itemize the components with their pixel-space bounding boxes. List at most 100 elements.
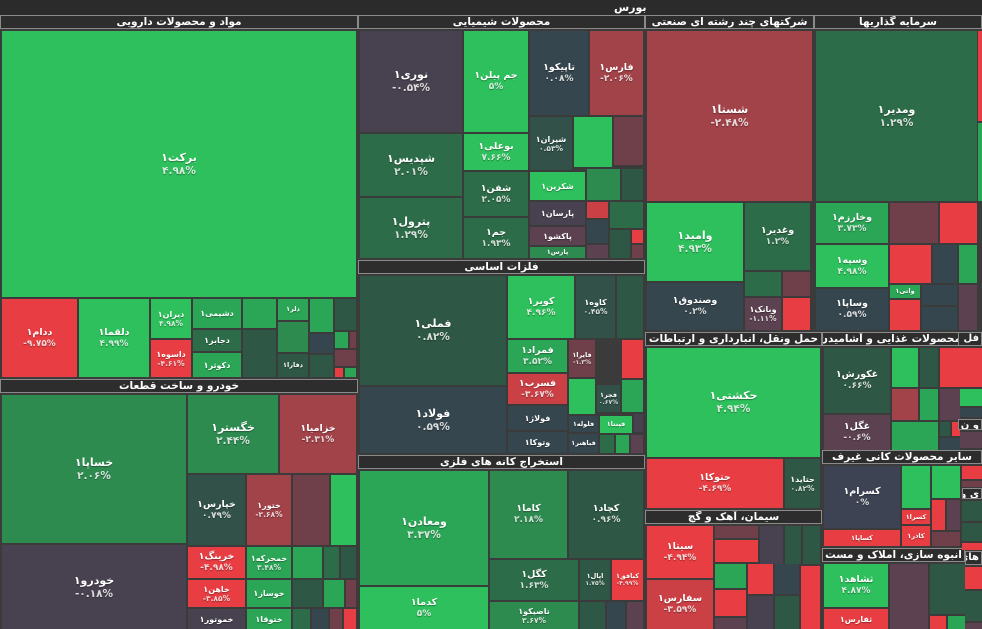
- stock-tile-تاصیکو۱[interactable]: تاصیکو۱ ۳.۶۷%: [490, 602, 578, 629]
- stock-tile[interactable]: [587, 202, 608, 218]
- stock-tile[interactable]: [243, 330, 276, 377]
- stock-tile-وساپا۱[interactable]: وساپا۱ ۰.۵۹%: [816, 289, 888, 330]
- stock-tile-ختوقا۱[interactable]: ختوقا۱: [247, 609, 291, 629]
- stock-tile[interactable]: [335, 368, 343, 377]
- stock-tile[interactable]: [748, 564, 773, 594]
- stock-tile-خاهن۱[interactable]: خاهن۱ -۳.۸۵%: [188, 580, 245, 607]
- stock-tile-وصندوق۱[interactable]: وصندوق۱ ۰.۲%: [647, 283, 743, 330]
- sector-header-6[interactable]: سرمایه گذاریها: [814, 15, 982, 29]
- stock-tile[interactable]: [962, 466, 982, 479]
- stock-tile-کساپا۱[interactable]: کساپا۱: [824, 530, 900, 546]
- stock-tile[interactable]: [775, 564, 799, 594]
- stock-tile-دفارا۱[interactable]: دفارا۱: [278, 354, 308, 377]
- stock-tile[interactable]: [616, 435, 629, 453]
- stock-tile-وبانک۱[interactable]: وبانک۱ -۱.۱۱%: [745, 298, 781, 330]
- stock-tile[interactable]: [920, 348, 938, 387]
- stock-tile[interactable]: [965, 623, 982, 629]
- stock-tile-جم پیلن۱[interactable]: جم پیلن۱ ۵%: [464, 31, 528, 132]
- stock-tile[interactable]: [715, 564, 746, 588]
- stock-tile-خساپا۱[interactable]: خساپا۱ ۲.۰۶%: [2, 395, 186, 543]
- stock-tile[interactable]: [930, 564, 965, 614]
- stock-tile[interactable]: [890, 564, 928, 629]
- stock-tile[interactable]: [330, 609, 342, 629]
- stock-tile-غگل۱[interactable]: غگل۱ -۰.۶%: [824, 415, 890, 450]
- stock-tile-خودرو۱[interactable]: خودرو۱ -۰.۱۸%: [2, 545, 186, 629]
- stock-tile-کاذر۱[interactable]: کاذر۱: [902, 526, 930, 546]
- stock-tile-دجابر۱[interactable]: دجابر۱: [193, 330, 241, 351]
- stock-tile-کویر۱[interactable]: کویر۱ ۴.۹۶%: [508, 276, 574, 338]
- stock-tile[interactable]: [962, 543, 982, 550]
- stock-tile-فلوله۱[interactable]: فلوله۱: [569, 416, 598, 432]
- stock-tile[interactable]: [932, 466, 960, 498]
- stock-tile-وسپه۱[interactable]: وسپه۱ ۴.۹۸%: [816, 245, 888, 287]
- stock-tile-واتی۱[interactable]: واتی۱: [890, 285, 920, 298]
- stock-tile-پترول۱[interactable]: پترول۱ ۱.۲۹%: [360, 198, 462, 258]
- stock-tile[interactable]: [587, 169, 620, 200]
- stock-tile-شیران۱[interactable]: شیران۱ ۰.۵۳%: [530, 117, 572, 170]
- stock-tile[interactable]: [622, 169, 643, 200]
- stock-tile[interactable]: [243, 299, 276, 328]
- stock-tile[interactable]: [587, 245, 608, 258]
- stock-tile[interactable]: [324, 547, 339, 578]
- stock-tile[interactable]: [310, 355, 333, 377]
- stock-tile-ددام۱[interactable]: ددام۱ -۹.۷۵%: [2, 299, 77, 377]
- stock-tile[interactable]: [890, 300, 920, 330]
- stock-tile[interactable]: [947, 500, 960, 530]
- stock-tile-وتوکا۱[interactable]: وتوکا۱: [508, 432, 567, 453]
- stock-tile[interactable]: [962, 481, 982, 487]
- sector-header-1[interactable]: خودرو و ساخت قطعات: [0, 379, 358, 393]
- stock-tile-خموتور۱[interactable]: خموتور۱: [188, 609, 245, 629]
- stock-tile[interactable]: [783, 272, 810, 296]
- stock-tile[interactable]: [922, 307, 957, 330]
- stock-tile[interactable]: [940, 422, 950, 436]
- stock-tile-ثفارس۱[interactable]: ثفارس۱: [824, 609, 888, 629]
- stock-tile[interactable]: [922, 285, 957, 305]
- stock-tile-حتاید۱[interactable]: حتاید۱ ۰.۸۲%: [785, 459, 820, 508]
- stock-tile[interactable]: [587, 220, 608, 243]
- sector-header-4[interactable]: استخراج کانه های فلزی: [358, 455, 645, 469]
- stock-tile[interactable]: [933, 245, 957, 283]
- stock-tile[interactable]: [346, 580, 356, 607]
- stock-tile[interactable]: [350, 332, 356, 348]
- stock-tile[interactable]: [574, 117, 612, 167]
- stock-tile-کچاد۱[interactable]: کچاد۱ ۰.۹۶%: [569, 471, 643, 558]
- sector-header-0[interactable]: مواد و محصولات دارویی: [0, 15, 358, 29]
- stock-tile-وامید۱[interactable]: وامید۱ ۴.۹۳%: [647, 203, 743, 281]
- stock-tile[interactable]: [960, 348, 982, 387]
- stock-tile-نوری۱[interactable]: نوری۱ -۰.۵۴%: [360, 31, 462, 132]
- stock-tile[interactable]: [580, 602, 605, 629]
- stock-tile[interactable]: [293, 475, 329, 545]
- stock-tile[interactable]: [890, 245, 931, 283]
- stock-tile[interactable]: [965, 591, 982, 621]
- stock-tile-دکوثر۱[interactable]: دکوثر۱: [193, 353, 241, 377]
- stock-tile-شفن۱[interactable]: شفن۱ ۲.۰۵%: [464, 172, 528, 216]
- stock-tile[interactable]: [715, 618, 746, 629]
- stock-tile-کبافق۱[interactable]: کبافق۱ -۴.۹۹%: [612, 560, 643, 600]
- stock-tile-فارس۱[interactable]: فارس۱ -۲.۰۶%: [590, 31, 643, 115]
- stock-tile[interactable]: [335, 350, 356, 366]
- stock-tile-پاکشو۱[interactable]: پاکشو۱: [530, 227, 585, 245]
- stock-tile-حکشتی۱[interactable]: حکشتی۱ ۴.۹۴%: [647, 348, 820, 457]
- sector-header-fragment-3[interactable]: های: [965, 551, 982, 565]
- stock-tile-کدما۱[interactable]: کدما۱ ۵%: [360, 587, 488, 629]
- stock-tile[interactable]: [622, 340, 643, 378]
- stock-tile-ثشاهد۱[interactable]: ثشاهد۱ ۴.۸۷%: [824, 564, 888, 607]
- sector-header-8[interactable]: محصولات غذایی و آشامیدن: [822, 332, 962, 346]
- stock-tile-پارسان۱[interactable]: پارسان۱: [530, 202, 585, 225]
- stock-tile-ومعادن۱[interactable]: ومعادن۱ ۳.۳۷%: [360, 471, 488, 585]
- stock-tile[interactable]: [715, 590, 746, 616]
- stock-tile-ختور۱[interactable]: ختور۱ -۲.۶۸%: [247, 475, 291, 545]
- stock-tile-خرینگ۱[interactable]: خرینگ۱ -۴.۹۸%: [188, 547, 245, 578]
- stock-tile[interactable]: [959, 285, 977, 330]
- stock-tile-داسوه۱[interactable]: داسوه۱ -۴.۶۱%: [151, 340, 191, 377]
- stock-tile-وغدیر۱[interactable]: وغدیر۱ ۱.۲%: [745, 203, 810, 270]
- sector-header-2[interactable]: محصولات شیمیایی: [358, 15, 645, 29]
- stock-tile[interactable]: [960, 389, 982, 406]
- stock-tile[interactable]: [293, 609, 310, 629]
- stock-tile-خپارس۱[interactable]: خپارس۱ ۰.۷۹%: [188, 475, 245, 545]
- stock-tile[interactable]: [745, 272, 781, 296]
- stock-tile[interactable]: [940, 203, 977, 243]
- sector-header-3[interactable]: فلزات اساسی: [358, 260, 645, 274]
- stock-tile-شستا۱[interactable]: شستا۱ -۲.۴۸%: [647, 31, 812, 201]
- stock-tile[interactable]: [335, 332, 348, 348]
